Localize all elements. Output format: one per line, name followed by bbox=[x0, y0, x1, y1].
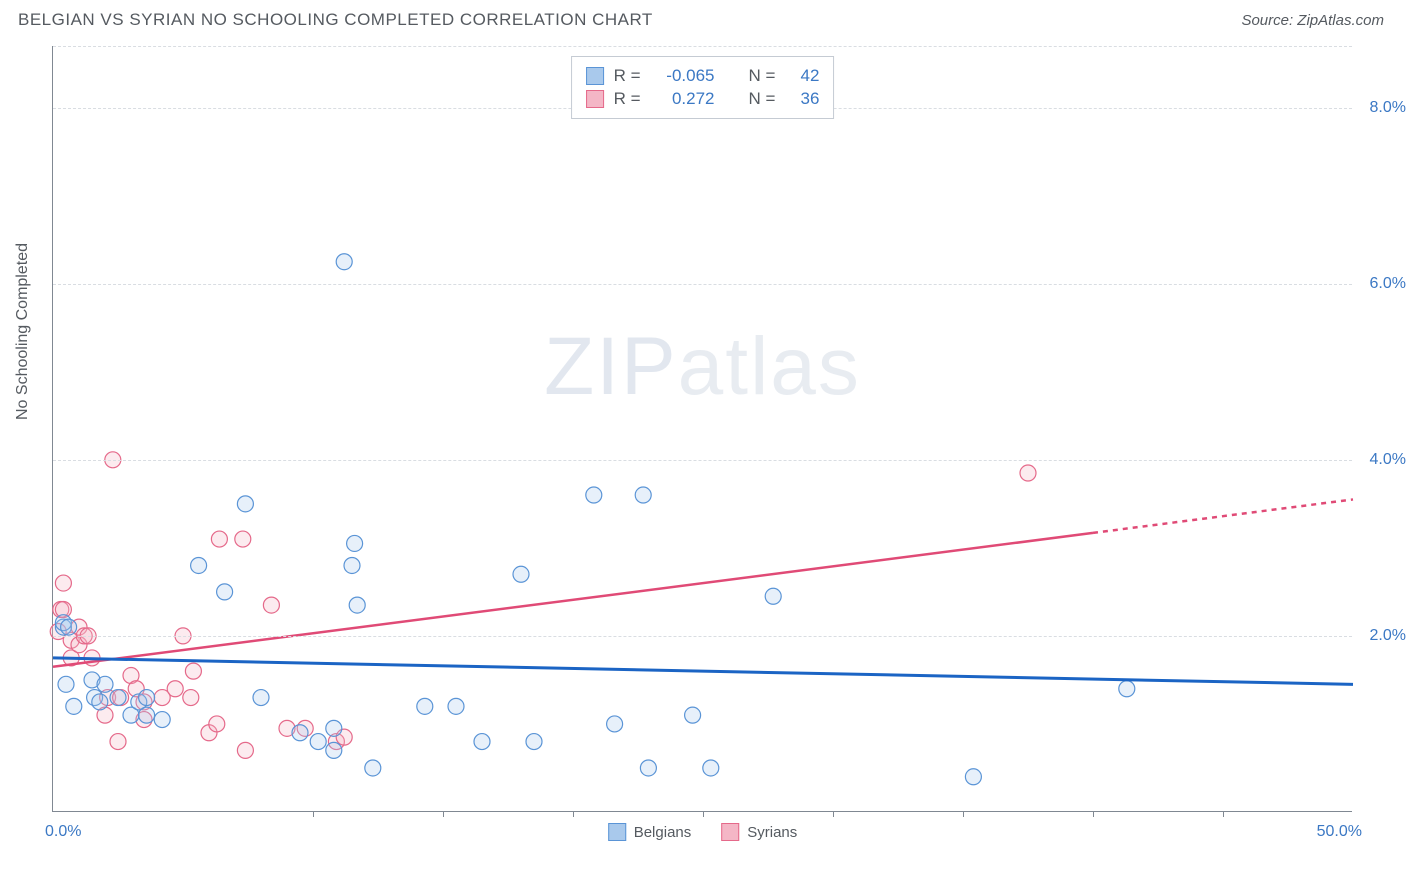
data-point bbox=[640, 760, 656, 776]
gridline bbox=[53, 636, 1352, 637]
data-point bbox=[344, 557, 360, 573]
data-point bbox=[349, 597, 365, 613]
correlation-legend: R =-0.065 N =42 R =0.272 N =36 bbox=[571, 56, 835, 119]
data-point bbox=[607, 716, 623, 732]
legend-swatch-icon bbox=[608, 823, 626, 841]
legend-item-belgians: Belgians bbox=[608, 823, 692, 841]
data-point bbox=[97, 676, 113, 692]
data-point bbox=[235, 531, 251, 547]
trend-line bbox=[53, 533, 1093, 667]
chart-title: BELGIAN VS SYRIAN NO SCHOOLING COMPLETED… bbox=[18, 10, 653, 30]
x-tick-mark bbox=[443, 811, 444, 817]
y-tick-label: 4.0% bbox=[1370, 451, 1406, 469]
data-point bbox=[167, 681, 183, 697]
legend-swatch-icon bbox=[721, 823, 739, 841]
data-point bbox=[513, 566, 529, 582]
legend-item-syrians: Syrians bbox=[721, 823, 797, 841]
data-point bbox=[1119, 681, 1135, 697]
data-point bbox=[336, 254, 352, 270]
x-tick-mark bbox=[1223, 811, 1224, 817]
legend-swatch-icon bbox=[586, 90, 604, 108]
data-point bbox=[474, 734, 490, 750]
data-point bbox=[417, 698, 433, 714]
trend-line bbox=[53, 658, 1353, 684]
data-point bbox=[66, 698, 82, 714]
data-point bbox=[292, 725, 308, 741]
x-tick-mark bbox=[963, 811, 964, 817]
data-point bbox=[1020, 465, 1036, 481]
correlation-row-belgians: R =-0.065 N =42 bbox=[586, 66, 820, 86]
gridline bbox=[53, 46, 1352, 47]
data-point bbox=[526, 734, 542, 750]
data-point bbox=[253, 690, 269, 706]
legend-label: Belgians bbox=[634, 824, 692, 841]
x-axis-start-label: 0.0% bbox=[45, 823, 81, 841]
data-point bbox=[110, 734, 126, 750]
y-tick-label: 2.0% bbox=[1370, 627, 1406, 645]
scatter-svg bbox=[53, 46, 1352, 811]
data-point bbox=[110, 690, 126, 706]
x-tick-mark bbox=[833, 811, 834, 817]
data-point bbox=[211, 531, 227, 547]
data-point bbox=[217, 584, 233, 600]
data-point bbox=[765, 588, 781, 604]
trend-line-dashed bbox=[1093, 499, 1353, 532]
data-point bbox=[191, 557, 207, 573]
data-point bbox=[154, 712, 170, 728]
data-point bbox=[55, 575, 71, 591]
data-point bbox=[703, 760, 719, 776]
y-axis-label: No Schooling Completed bbox=[14, 243, 32, 420]
data-point bbox=[237, 742, 253, 758]
data-point bbox=[310, 734, 326, 750]
correlation-row-syrians: R =0.272 N =36 bbox=[586, 89, 820, 109]
bottom-legend: Belgians Syrians bbox=[608, 823, 798, 841]
y-tick-label: 8.0% bbox=[1370, 99, 1406, 117]
source-attribution: Source: ZipAtlas.com bbox=[1241, 12, 1384, 29]
x-tick-mark bbox=[573, 811, 574, 817]
y-tick-label: 6.0% bbox=[1370, 275, 1406, 293]
data-point bbox=[185, 663, 201, 679]
legend-swatch-icon bbox=[586, 67, 604, 85]
data-point bbox=[139, 707, 155, 723]
data-point bbox=[326, 742, 342, 758]
gridline bbox=[53, 460, 1352, 461]
data-point bbox=[139, 690, 155, 706]
data-point bbox=[183, 690, 199, 706]
data-point bbox=[347, 535, 363, 551]
x-tick-mark bbox=[703, 811, 704, 817]
data-point bbox=[263, 597, 279, 613]
data-point bbox=[326, 720, 342, 736]
gridline bbox=[53, 284, 1352, 285]
data-point bbox=[237, 496, 253, 512]
data-point bbox=[448, 698, 464, 714]
data-point bbox=[685, 707, 701, 723]
chart-plot-area: ZIPatlas 2.0%4.0%6.0%8.0% 0.0% 50.0% Bel… bbox=[52, 46, 1352, 812]
data-point bbox=[365, 760, 381, 776]
data-point bbox=[635, 487, 651, 503]
x-tick-mark bbox=[313, 811, 314, 817]
legend-label: Syrians bbox=[747, 824, 797, 841]
x-axis-end-label: 50.0% bbox=[1317, 823, 1362, 841]
data-point bbox=[58, 676, 74, 692]
data-point bbox=[61, 619, 77, 635]
data-point bbox=[92, 694, 108, 710]
data-point bbox=[209, 716, 225, 732]
x-tick-mark bbox=[1093, 811, 1094, 817]
data-point bbox=[586, 487, 602, 503]
data-point bbox=[965, 769, 981, 785]
